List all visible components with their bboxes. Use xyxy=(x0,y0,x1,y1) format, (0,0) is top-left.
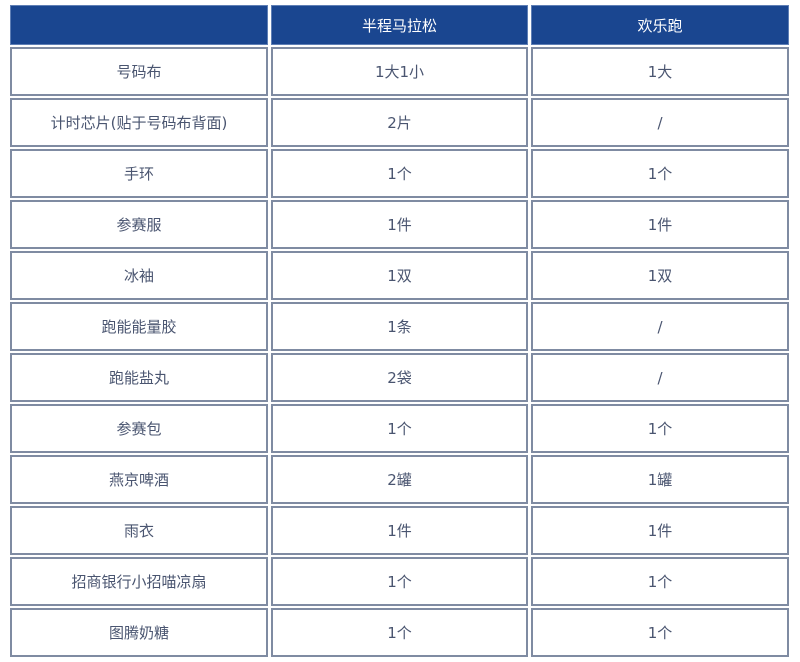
item-name-cell: 跑能能量胶 xyxy=(10,302,268,351)
fun-run-cell: 1件 xyxy=(531,200,789,249)
half-marathon-cell: 1件 xyxy=(271,200,528,249)
fun-run-cell: 1个 xyxy=(531,557,789,606)
header-cell: 半程马拉松 xyxy=(271,5,528,45)
half-marathon-cell: 1个 xyxy=(271,557,528,606)
fun-run-cell: 1个 xyxy=(531,149,789,198)
header-cell: 欢乐跑 xyxy=(531,5,789,45)
half-marathon-cell: 1个 xyxy=(271,149,528,198)
fun-run-cell: 1个 xyxy=(531,404,789,453)
fun-run-cell: / xyxy=(531,353,789,402)
half-marathon-cell: 1个 xyxy=(271,608,528,657)
fun-run-cell: / xyxy=(531,98,789,147)
fun-run-cell: 1个 xyxy=(531,608,789,657)
item-name-cell: 燕京啤酒 xyxy=(10,455,268,504)
item-name-cell: 雨衣 xyxy=(10,506,268,555)
half-marathon-cell: 1条 xyxy=(271,302,528,351)
fun-run-cell: 1双 xyxy=(531,251,789,300)
item-name-cell: 计时芯片(贴于号码布背面) xyxy=(10,98,268,147)
item-name-cell: 手环 xyxy=(10,149,268,198)
kit-items-table: 半程马拉松 欢乐跑 号码布 1大1小 1大 计时芯片(贴于号码布背面) 2片 / 手环 1个 1个参… xyxy=(10,5,789,657)
half-marathon-cell: 2罐 xyxy=(271,455,528,504)
half-marathon-cell: 1件 xyxy=(271,506,528,555)
half-marathon-cell: 1大1小 xyxy=(271,47,528,96)
fun-run-cell: / xyxy=(531,302,789,351)
half-marathon-cell: 1个 xyxy=(271,404,528,453)
half-marathon-cell: 2片 xyxy=(271,98,528,147)
item-name-cell: 跑能盐丸 xyxy=(10,353,268,402)
fun-run-cell: 1大 xyxy=(531,47,789,96)
item-name-cell: 参赛包 xyxy=(10,404,268,453)
header-cell xyxy=(10,5,268,45)
half-marathon-cell: 1双 xyxy=(271,251,528,300)
fun-run-cell: 1件 xyxy=(531,506,789,555)
item-name-cell: 冰袖 xyxy=(10,251,268,300)
fun-run-cell: 1罐 xyxy=(531,455,789,504)
item-name-cell: 招商银行小招喵凉扇 xyxy=(10,557,268,606)
item-name-cell: 参赛服 xyxy=(10,200,268,249)
item-name-cell: 号码布 xyxy=(10,47,268,96)
item-name-cell: 图腾奶糖 xyxy=(10,608,268,657)
half-marathon-cell: 2袋 xyxy=(271,353,528,402)
